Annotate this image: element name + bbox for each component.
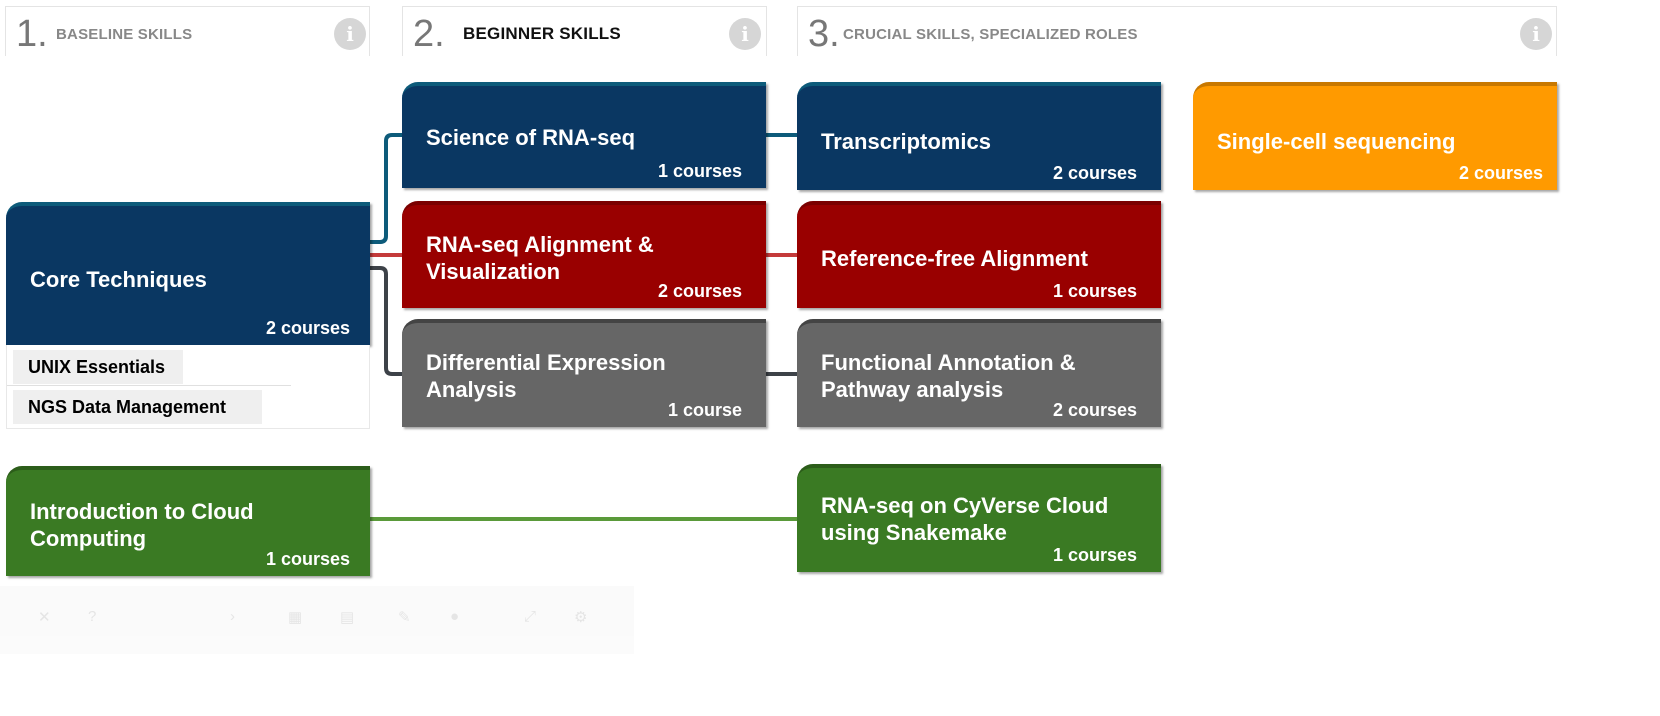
column-title: BEGINNER SKILLS (463, 24, 621, 43)
card-count: 2 courses (657, 281, 742, 301)
column-title: CRUCIAL SKILLS, SPECIALIZED ROLES (843, 26, 1138, 43)
connector-core-diffexp (370, 266, 402, 376)
card-title: Single-cell sequencing (1217, 129, 1456, 154)
info-icon[interactable]: i (729, 18, 761, 50)
card-title: Differential Expression Analysis (426, 350, 666, 402)
card-count: 1 course (667, 400, 742, 420)
card-count: 2 courses (1052, 163, 1137, 183)
card-rna-seq-cyverse[interactable]: RNA-seq on CyVerse Cloud using Snakemake… (797, 464, 1161, 572)
subcourse-divider (7, 385, 291, 386)
column-number: 3. (808, 13, 840, 55)
help-icon[interactable]: ? (88, 608, 97, 625)
card-title: Transcriptomics (821, 129, 991, 154)
expand-icon[interactable]: ⤢ (524, 608, 537, 625)
column-header-baseline: 1. BASELINE SKILLS i (5, 6, 370, 56)
card-count: 2 courses (1458, 163, 1543, 183)
column-number: 1. (16, 13, 48, 55)
card-functional-annotation[interactable]: Functional Annotation & Pathway analysis… (797, 319, 1161, 427)
info-icon[interactable]: i (334, 18, 366, 50)
subcourse-ngs-data-management[interactable]: NGS Data Management (13, 390, 262, 424)
card-count: 2 courses (265, 318, 350, 338)
layout-icon[interactable]: ▤ (340, 609, 355, 626)
card-count: 1 courses (1052, 281, 1137, 301)
column-header-beginner: 2. BEGINNER SKILLS i (402, 6, 767, 56)
card-count: 2 courses (1052, 400, 1137, 420)
info-icon[interactable]: i (1520, 18, 1552, 50)
card-count: 1 courses (657, 161, 742, 181)
card-single-cell-sequencing[interactable]: Single-cell sequencing 2 courses (1193, 82, 1557, 190)
card-title: Core Techniques (30, 267, 207, 292)
card-title: RNA-seq on CyVerse Cloud using Snakemake (821, 493, 1109, 545)
connector-core-science (370, 133, 402, 244)
card-count: 1 courses (265, 549, 350, 569)
card-intro-cloud-computing[interactable]: Introduction to Cloud Computing 1 course… (6, 466, 370, 576)
share-icon[interactable]: ✎ (398, 609, 411, 626)
core-subcourse-list: UNIX Essentials NGS Data Management (6, 345, 370, 429)
settings-icon[interactable]: ⚙ (574, 609, 588, 626)
grid-icon[interactable]: ▦ (288, 609, 303, 626)
card-title: Introduction to Cloud Computing (30, 499, 254, 551)
close-icon[interactable]: ✕ (38, 609, 51, 626)
card-count: 1 courses (1052, 545, 1137, 565)
card-title: Functional Annotation & Pathway analysis (821, 350, 1076, 402)
card-transcriptomics[interactable]: Transcriptomics 2 courses (797, 82, 1161, 190)
chevron-right-icon[interactable]: › (230, 608, 235, 625)
column-number: 2. (413, 13, 445, 55)
user-icon[interactable]: ● (450, 608, 460, 625)
card-science-rna-seq[interactable]: Science of RNA-seq 1 courses (402, 82, 766, 188)
faded-toolbar: ✕ ? › ▦ ▤ ✎ ● ⤢ ⚙ (0, 586, 634, 654)
card-title: Science of RNA-seq (426, 125, 636, 150)
column-header-crucial: 3. CRUCIAL SKILLS, SPECIALIZED ROLES i (797, 6, 1557, 56)
card-differential-expression[interactable]: Differential Expression Analysis 1 cours… (402, 319, 766, 427)
card-core-techniques[interactable]: Core Techniques 2 courses (6, 202, 370, 345)
subcourse-unix-essentials[interactable]: UNIX Essentials (13, 350, 183, 384)
card-reference-free-alignment[interactable]: Reference-free Alignment 1 courses (797, 201, 1161, 308)
card-title: RNA-seq Alignment & Visualization (426, 232, 654, 284)
card-rna-seq-alignment[interactable]: RNA-seq Alignment & Visualization 2 cour… (402, 201, 766, 308)
card-title: Reference-free Alignment (821, 246, 1088, 271)
column-title: BASELINE SKILLS (56, 26, 193, 43)
